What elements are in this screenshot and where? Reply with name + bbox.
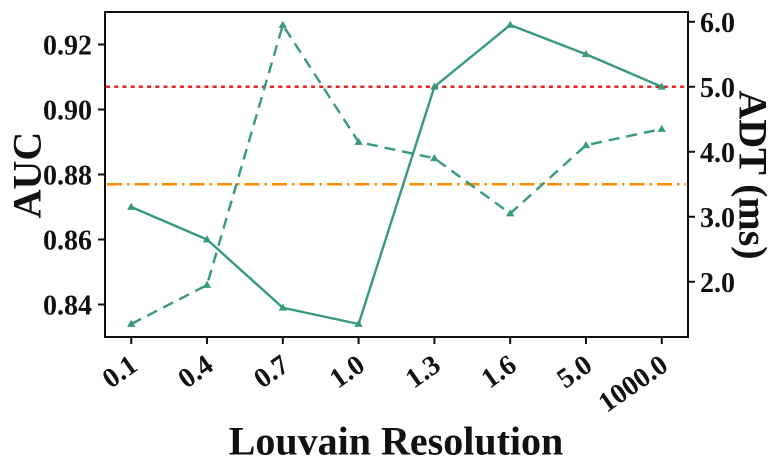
adt-marker-0.4: [202, 280, 212, 288]
auc-line: [130, 23, 663, 326]
right-axis-tick-label: 2.0: [700, 268, 735, 299]
auc-marker-1000.0: [657, 82, 666, 90]
adt-marker-1.0: [354, 137, 363, 145]
auc-marker-0.7: [278, 303, 288, 311]
auc-marker-0.1: [127, 202, 136, 210]
adt-marker-5.0: [581, 141, 591, 149]
right-axis-tick-label: 3.0: [700, 203, 735, 234]
x-axis-tick-label: 1000.0: [593, 349, 674, 419]
x-axis-tick-label: 1.3: [400, 349, 446, 394]
x-axis-tick-label: 1.0: [324, 349, 370, 394]
adt-marker-1000.0: [657, 124, 666, 132]
x-axis-tick-label: 5.0: [552, 349, 598, 394]
x-axis-tick-label: 0.7: [248, 349, 294, 394]
left-axis-tick-label: 0.84: [43, 291, 92, 322]
auc-marker-5.0: [581, 50, 591, 58]
auc-marker-1.6: [505, 20, 515, 28]
left-axis-tick-label: 0.86: [43, 226, 92, 257]
adt-marker-0.1: [127, 319, 136, 327]
x-axis-tick-label: 0.4: [173, 349, 219, 394]
adt-marker-0.7: [278, 20, 288, 28]
adt-line: [130, 23, 663, 326]
left-axis-tick-label: 0.88: [43, 161, 92, 192]
right-axis-tick-label: 4.0: [700, 138, 735, 169]
adt-marker-1.3: [430, 154, 439, 162]
right-axis-tick-label: 5.0: [700, 73, 735, 104]
left-axis-tick-label: 0.90: [43, 96, 92, 127]
left-axis-title: AUC: [4, 131, 50, 219]
auc-marker-1.3: [430, 82, 439, 90]
x-axis-tick-label: 1.6: [476, 349, 522, 394]
adt-marker-1.6: [505, 209, 515, 217]
x-axis-tick-label: 0.1: [97, 349, 143, 394]
right-axis-tick-label: 6.0: [700, 8, 735, 39]
x-axis-title: Louvain Resolution: [228, 418, 564, 464]
auc-marker-0.4: [202, 235, 212, 243]
left-axis-tick-label: 0.92: [43, 31, 92, 62]
auc-marker-1.0: [354, 319, 363, 327]
right-axis-title: ADT (ms): [730, 90, 776, 260]
